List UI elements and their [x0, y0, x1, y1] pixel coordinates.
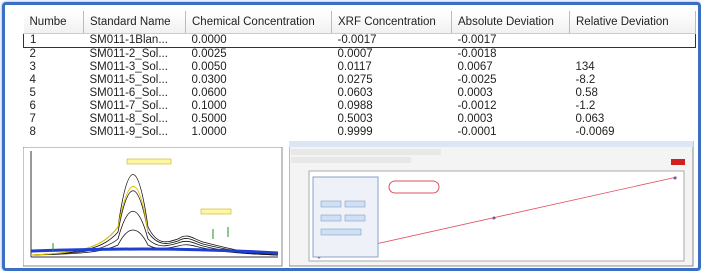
table-cell: 0.0117 — [332, 61, 452, 74]
table-cell: 0.58 — [570, 87, 696, 100]
table-cell: SM011-9_Sol... — [84, 126, 186, 139]
table-cell: -0.0018 — [452, 48, 570, 62]
table-cell: -0.0017 — [332, 34, 452, 48]
table-cell: 0.5000 — [186, 113, 332, 126]
table-cell: SM011-7_Sol... — [84, 100, 186, 113]
table-cell: 3 — [24, 61, 84, 74]
table-cell: 0.0003 — [452, 113, 570, 126]
column-header: XRF Concentration — [332, 11, 452, 34]
table-cell: 4 — [24, 74, 84, 87]
table-cell: -8.2 — [570, 74, 696, 87]
table-cell: 0.0025 — [186, 48, 332, 62]
table-cell: 134 — [570, 61, 696, 74]
table-cell: SM011-2_Sol... — [84, 48, 186, 62]
table-cell: 6 — [24, 100, 84, 113]
table-cell: 0.0050 — [186, 61, 332, 74]
table-cell: -0.0012 — [452, 100, 570, 113]
table-cell: SM011-3_Sol... — [84, 61, 186, 74]
table-cell — [570, 34, 696, 48]
table-cell: 7 — [24, 113, 84, 126]
table-cell: 0.0603 — [332, 87, 452, 100]
table-cell: 0.1000 — [186, 100, 332, 113]
table-cell: 0.0067 — [452, 61, 570, 74]
table-cell: 5 — [24, 87, 84, 100]
table-cell: 0.0000 — [186, 34, 332, 48]
table-cell: 1.0000 — [186, 126, 332, 139]
table-cell: 0.0300 — [186, 74, 332, 87]
table-cell: 0.0275 — [332, 74, 452, 87]
table-cell: -0.0017 — [452, 34, 570, 48]
table-cell: 0.9999 — [332, 126, 452, 139]
table-cell: 0.0988 — [332, 100, 452, 113]
table-cell: -1.2 — [570, 100, 696, 113]
table-cell: SM011-1Blan... — [84, 34, 186, 48]
table-cell: 0.5003 — [332, 113, 452, 126]
table-cell — [570, 48, 696, 62]
table-cell: SM011-8_Sol... — [84, 113, 186, 126]
column-header: Chemical Concentration — [186, 11, 332, 34]
table-cell: 0.0003 — [452, 87, 570, 100]
column-header: Absolute Deviation — [452, 11, 570, 34]
table-cell: -0.0069 — [570, 126, 696, 139]
table-cell: 0.063 — [570, 113, 696, 126]
table-cell: -0.0001 — [452, 126, 570, 139]
table-cell: -0.0025 — [452, 74, 570, 87]
column-header: Standard Name — [84, 11, 186, 34]
table-cell: 8 — [24, 126, 84, 139]
table-cell: SM011-6_Sol... — [84, 87, 186, 100]
table-cell: 0.0007 — [332, 48, 452, 62]
spectrum-thumbnail — [23, 147, 283, 267]
column-header: Numbe — [24, 11, 84, 34]
calibration-window-thumbnail — [289, 141, 694, 267]
column-header: Relative Deviation — [570, 11, 696, 34]
table-cell: SM011-5_Sol... — [84, 74, 186, 87]
table-cell: 1 — [24, 34, 84, 48]
table-cell: 0.0600 — [186, 87, 332, 100]
table-cell: 2 — [24, 48, 84, 62]
window-frame: NumbeStandard NameChemical Concentration… — [2, 2, 701, 271]
